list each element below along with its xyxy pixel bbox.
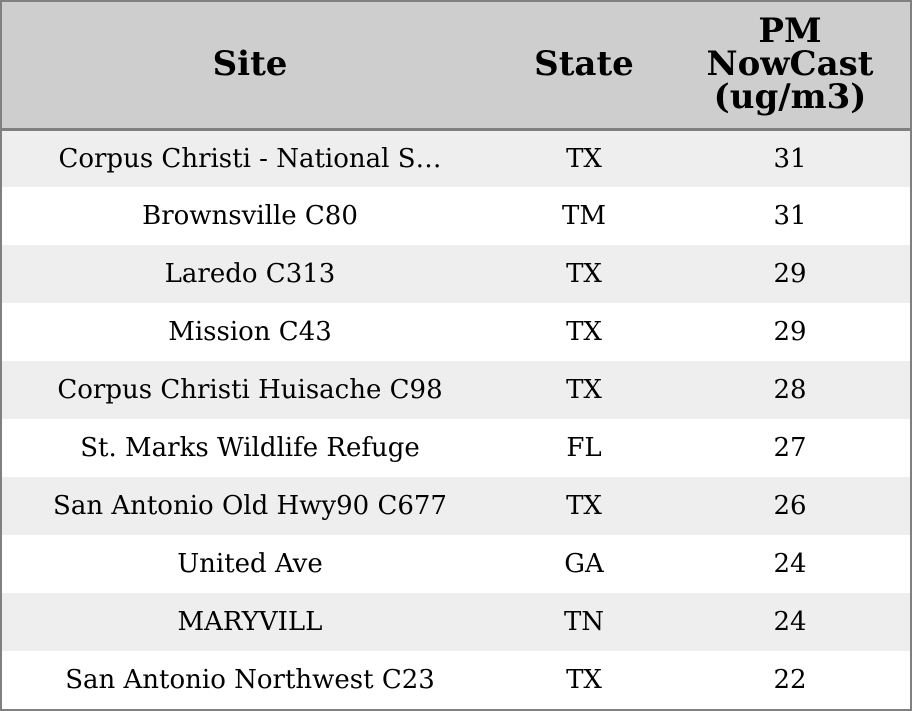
table-body: Corpus Christi - National S… TX 31 Brown… xyxy=(2,129,910,709)
cell-state: TX xyxy=(566,317,602,347)
cell-pm: 29 xyxy=(773,259,807,289)
table-row: United Ave GA 24 xyxy=(2,535,910,593)
column-header-site: Site xyxy=(2,2,498,131)
cell-state: TX xyxy=(566,491,602,521)
cell-state: TM xyxy=(562,201,606,231)
cell-state: FL xyxy=(566,433,602,463)
table-row: St. Marks Wildlife Refuge FL 27 xyxy=(2,419,910,477)
cell-pm: 31 xyxy=(773,201,807,231)
cell-pm: 24 xyxy=(773,549,807,579)
column-header-pm-nowcast: PM NowCast (ug/m3) xyxy=(670,2,910,131)
cell-pm: 28 xyxy=(773,375,807,405)
cell-site: Mission C43 xyxy=(168,317,332,347)
cell-pm: 31 xyxy=(773,143,807,174)
cell-site: MARYVILL xyxy=(177,607,323,637)
cell-pm: 27 xyxy=(773,433,807,463)
table-row: Brownsville C80 TM 31 xyxy=(2,187,910,245)
cell-site: Brownsville C80 xyxy=(142,201,358,231)
table-row: San Antonio Old Hwy90 C677 TX 26 xyxy=(2,477,910,535)
pm-header-line-1: PM xyxy=(758,11,822,52)
cell-site: St. Marks Wildlife Refuge xyxy=(80,433,420,463)
cell-site: United Ave xyxy=(177,549,323,579)
cell-state: TX xyxy=(566,375,602,405)
table-row: Laredo C313 TX 29 xyxy=(2,245,910,303)
cell-site: San Antonio Northwest C23 xyxy=(65,665,435,695)
table-row: MARYVILL TN 24 xyxy=(2,593,910,651)
cell-pm: 26 xyxy=(773,491,807,521)
table-row: Mission C43 TX 29 xyxy=(2,303,910,361)
table-row: San Antonio Northwest C23 TX 22 xyxy=(2,651,910,709)
pm-header-line-2: NowCast xyxy=(706,44,874,85)
pm-header-line-3: (ug/m3) xyxy=(713,77,867,118)
cell-state: TN xyxy=(563,607,605,637)
cell-site: Corpus Christi - National S… xyxy=(58,143,442,174)
cell-pm: 24 xyxy=(773,607,807,637)
cell-site: San Antonio Old Hwy90 C677 xyxy=(53,491,447,521)
cell-state: TX xyxy=(566,143,602,174)
table-header: Site State PM NowCast (ug/m3) xyxy=(2,2,910,131)
cell-state: TX xyxy=(566,259,602,289)
header-row: Site State PM NowCast (ug/m3) xyxy=(2,2,910,131)
table-row: Corpus Christi Huisache C98 TX 28 xyxy=(2,361,910,419)
table-row: Corpus Christi - National S… TX 31 xyxy=(2,129,910,187)
column-header-state: State xyxy=(498,2,670,131)
cell-pm: 29 xyxy=(773,317,807,347)
cell-state: TX xyxy=(566,665,602,695)
cell-site: Laredo C313 xyxy=(164,259,336,289)
cell-pm: 22 xyxy=(773,665,807,695)
cell-state: GA xyxy=(564,549,604,579)
cell-site: Corpus Christi Huisache C98 xyxy=(57,375,443,405)
